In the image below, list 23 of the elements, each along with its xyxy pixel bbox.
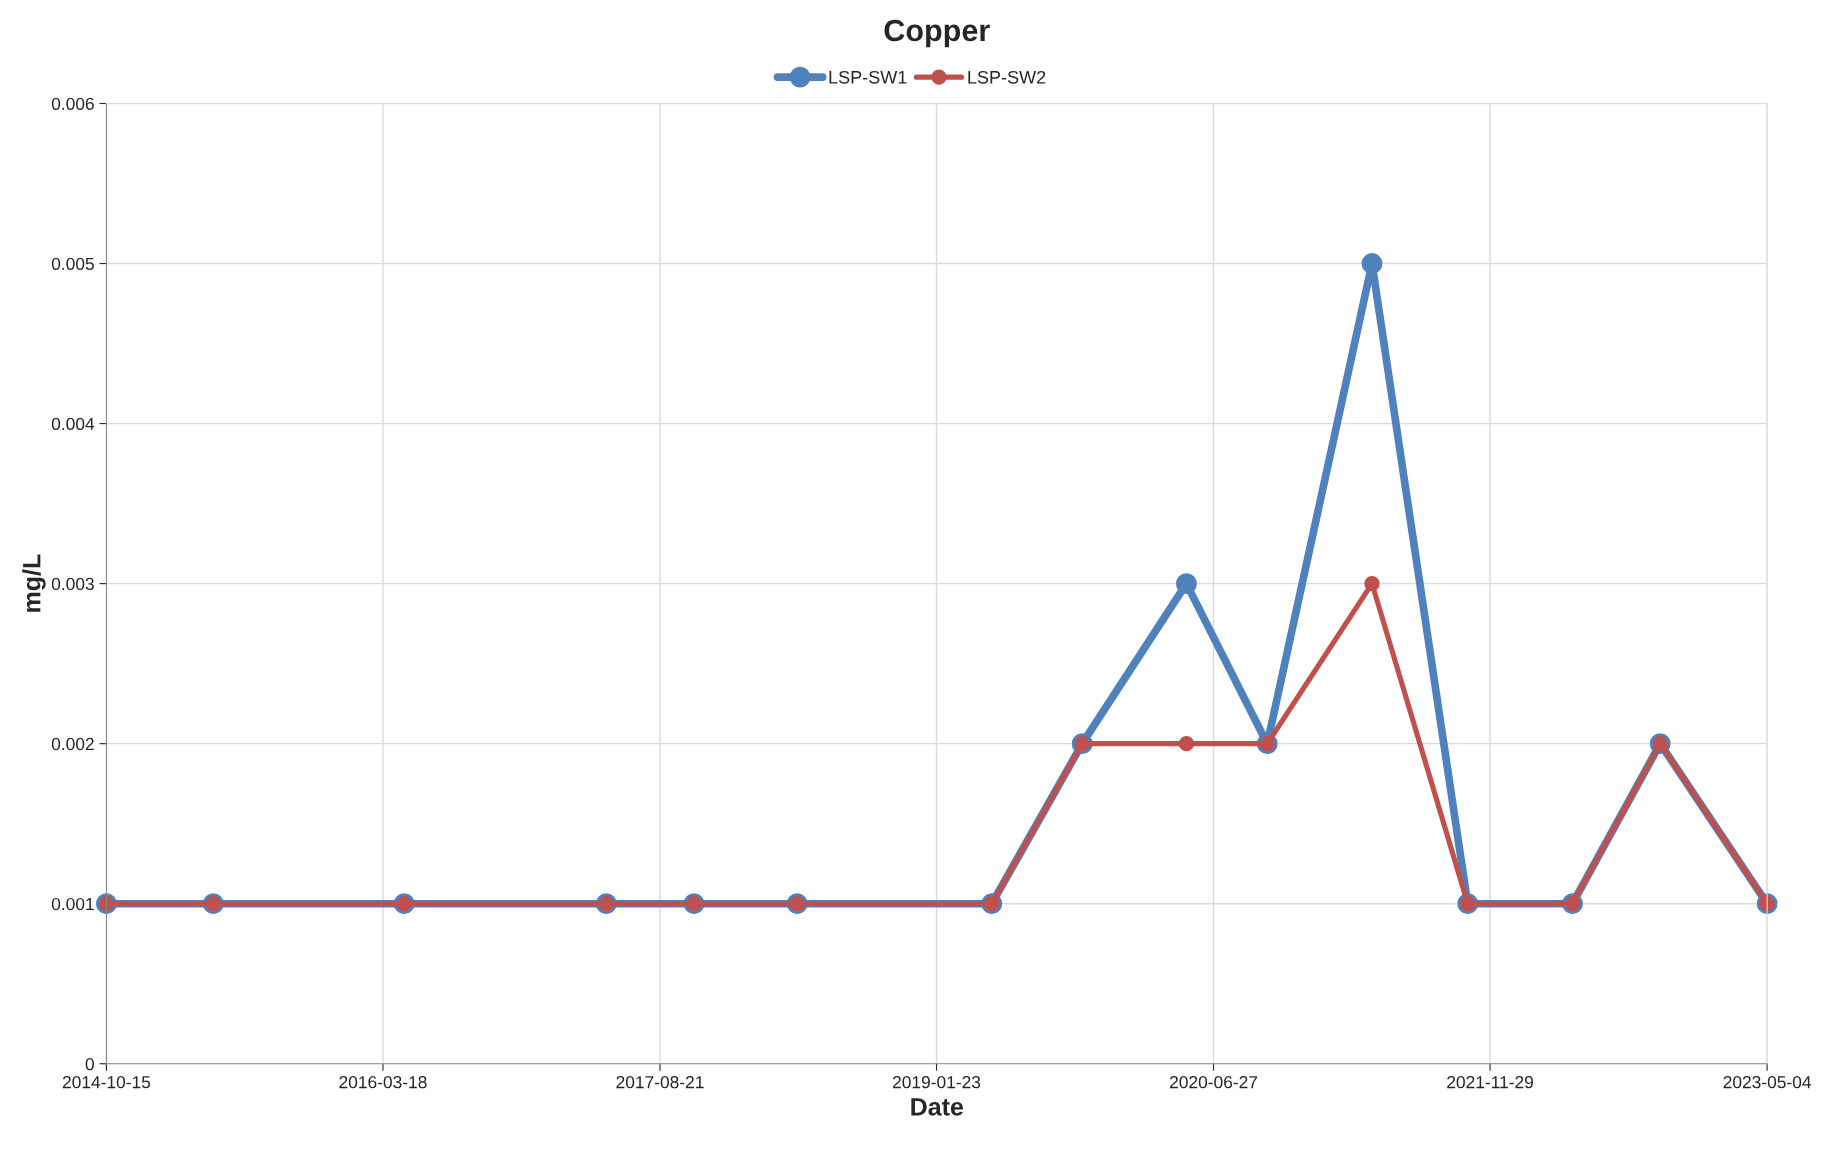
y-tick-label: 0.001 [51,897,94,911]
y-tick-label: 0.006 [51,97,94,110]
x-tick-label: 2014-10-15 [62,1076,151,1089]
y-axis-title: mg/L [22,554,46,612]
legend-label: LSP-SW1 [829,70,907,84]
point [1176,573,1197,595]
legend-label: LSP-SW2 [968,70,1046,84]
x-tick-label: 2016-03-18 [339,1076,427,1089]
y-tick-label: 0.005 [51,257,94,270]
y-tick-label: 0.002 [51,737,94,751]
x-tick-label: 2019-01-23 [892,1076,981,1089]
y-tick-label: 0.003 [51,577,94,591]
x-tick-label: 2020-06-27 [1170,1076,1258,1089]
y-tick-label: 0 [85,1057,94,1071]
y-tick-label: 0.004 [51,417,95,431]
x-tick-label: 2017-08-21 [616,1076,704,1089]
point [1178,736,1195,752]
x-tick-label: 2021-11-29 [1447,1076,1533,1089]
x-axis-title: Date [911,1098,964,1116]
chart-title: Copper [884,19,990,48]
point [1361,253,1383,274]
x-tick-label: 2023-05-04 [1723,1076,1811,1089]
point [1364,575,1380,592]
